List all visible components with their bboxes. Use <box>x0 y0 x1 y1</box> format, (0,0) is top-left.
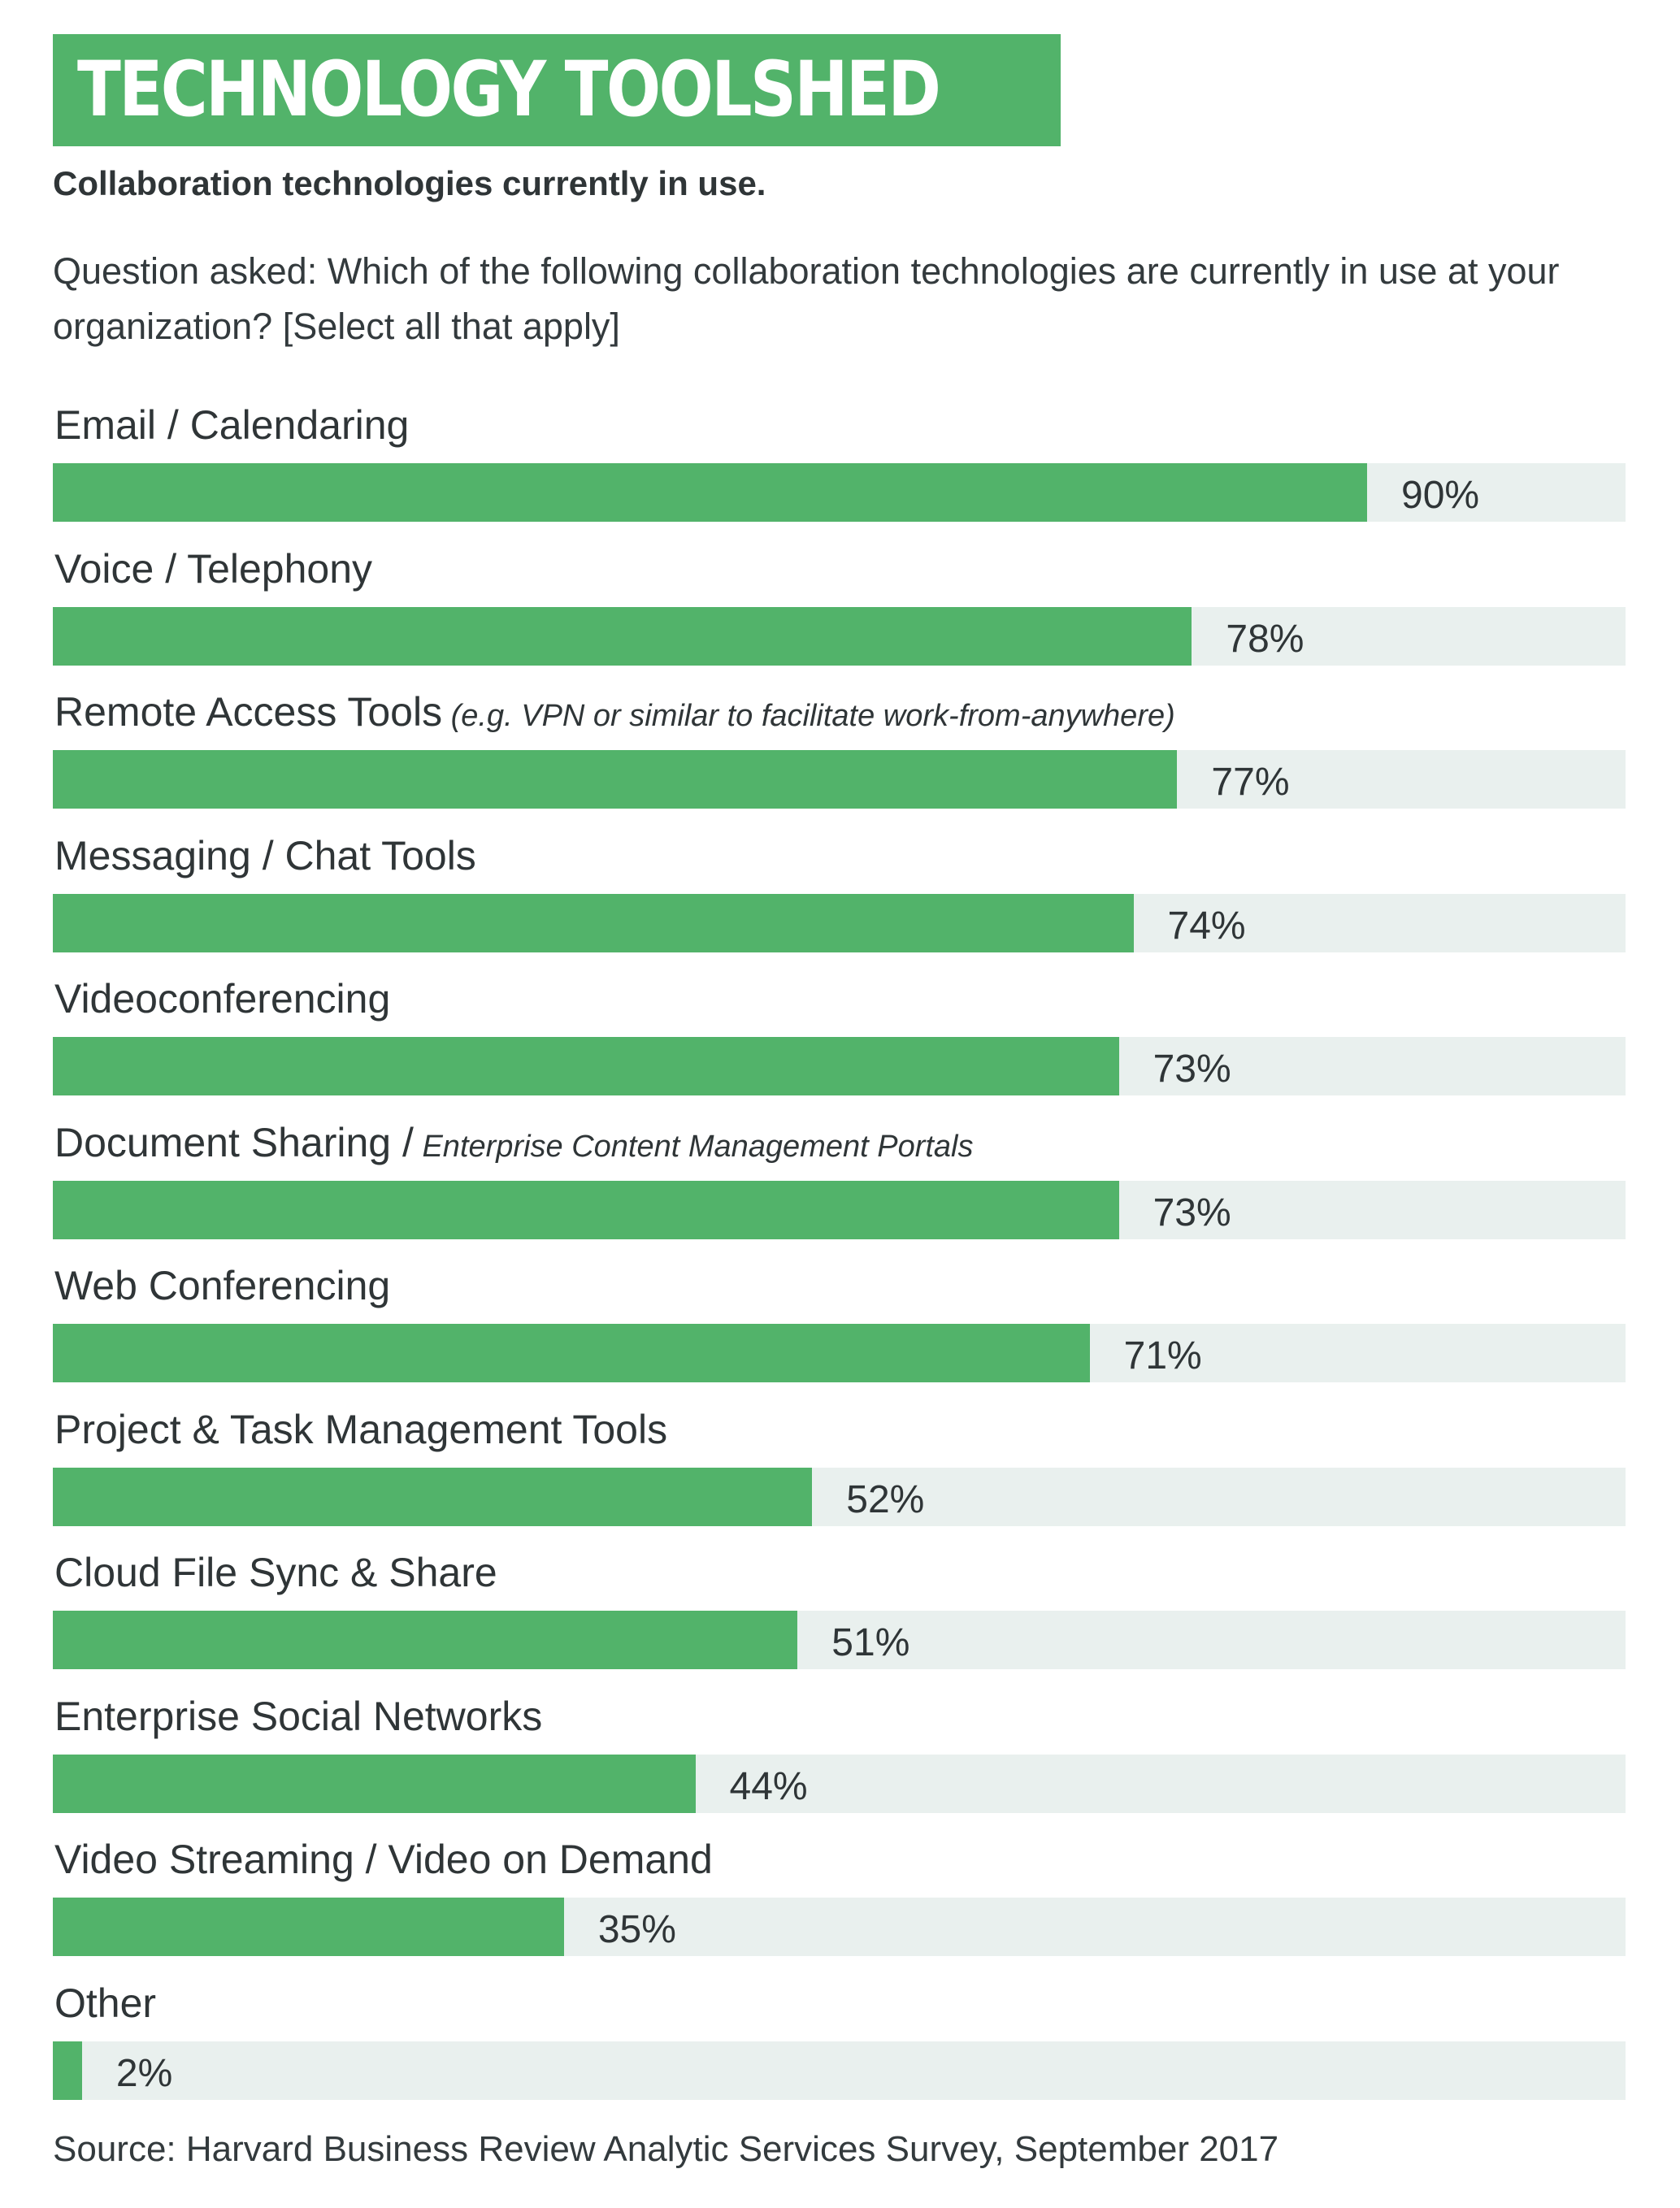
bar-track: 77% <box>53 750 1626 809</box>
value-label: 51% <box>831 1621 910 1664</box>
chart-title: TECHNOLOGY TOOLSHED <box>77 46 941 134</box>
category-label: Voice / Telephony <box>54 545 373 592</box>
bar-label: Web Conferencing <box>54 1262 390 1309</box>
bar-label: Cloud File Sync & Share <box>54 1549 497 1596</box>
category-label: Messaging / Chat Tools <box>54 832 476 878</box>
bar-label: Video Streaming / Video on Demand <box>54 1836 713 1883</box>
bar-label: Enterprise Social Networks <box>54 1693 542 1740</box>
value-label: 74% <box>1167 904 1246 948</box>
category-label: Enterprise Social Networks <box>54 1693 543 1739</box>
category-note: (e.g. VPN or similar to facilitate work-… <box>442 699 1175 733</box>
bar <box>53 1467 813 1526</box>
bar <box>53 1754 696 1813</box>
bar <box>53 1898 564 1956</box>
bar-track: 35% <box>53 1898 1626 1956</box>
value-label: 73% <box>1153 1191 1231 1234</box>
value-label: 71% <box>1123 1334 1202 1377</box>
value-label: 73% <box>1153 1048 1231 1091</box>
title-banner: TECHNOLOGY TOOLSHED <box>53 34 1061 146</box>
bar <box>53 1037 1119 1095</box>
bar-track: 74% <box>53 893 1626 952</box>
value-label: 52% <box>846 1477 925 1521</box>
bar <box>53 893 1134 952</box>
category-label: Email / Calendaring <box>54 402 410 448</box>
bar <box>53 463 1367 522</box>
bar-track: 73% <box>53 1180 1626 1239</box>
bar <box>53 1324 1090 1382</box>
bar-track: 52% <box>53 1467 1626 1526</box>
value-label: 44% <box>729 1764 808 1808</box>
value-label: 90% <box>1401 474 1480 517</box>
bar-label: Other <box>54 1980 156 2027</box>
value-label: 77% <box>1211 761 1290 804</box>
bar-label: Voice / Telephony <box>54 545 372 592</box>
bar <box>53 1180 1119 1239</box>
bar-track: 90% <box>53 463 1626 522</box>
bar <box>53 750 1178 809</box>
category-label: Cloud File Sync & Share <box>54 1550 497 1595</box>
bar-label: Messaging / Chat Tools <box>54 832 476 879</box>
bar-track: 51% <box>53 1611 1626 1669</box>
bar-label: Remote Access Tools (e.g. VPN or similar… <box>54 688 1175 735</box>
category-label: Other <box>54 1980 157 2026</box>
value-label: 78% <box>1226 617 1304 661</box>
bar-track: 2% <box>53 2041 1626 2100</box>
category-label: Remote Access Tools <box>54 689 443 735</box>
bar-label: Project & Task Management Tools <box>54 1406 667 1453</box>
source-note: Source: Harvard Business Review Analytic… <box>53 2129 1279 2169</box>
bar-track: 78% <box>53 606 1626 666</box>
bar-track: 44% <box>53 1754 1626 1813</box>
category-note: Enterprise Content Management Portals <box>413 1129 974 1164</box>
value-label: 2% <box>115 2051 173 2095</box>
chart-subtitle: Collaboration technologies currently in … <box>53 164 766 202</box>
bar-label: Videoconferencing <box>54 975 390 1022</box>
bar-track: 73% <box>53 1037 1626 1095</box>
survey-question: Question asked: Which of the following c… <box>53 250 1560 347</box>
category-label: Web Conferencing <box>54 1263 391 1308</box>
bar-label: Email / Calendaring <box>54 401 409 449</box>
category-label: Video Streaming / Video on Demand <box>54 1837 713 1882</box>
bar-track: 71% <box>53 1324 1626 1382</box>
bar <box>53 1611 798 1669</box>
category-label: Document Sharing / <box>54 1119 414 1165</box>
bar-label: Document Sharing / Enterprise Content Ma… <box>54 1119 974 1166</box>
bar <box>53 2041 82 2100</box>
bar <box>53 606 1192 666</box>
category-label: Project & Task Management Tools <box>54 1406 668 1452</box>
category-label: Videoconferencing <box>54 976 391 1022</box>
value-label: 35% <box>597 1908 676 1951</box>
